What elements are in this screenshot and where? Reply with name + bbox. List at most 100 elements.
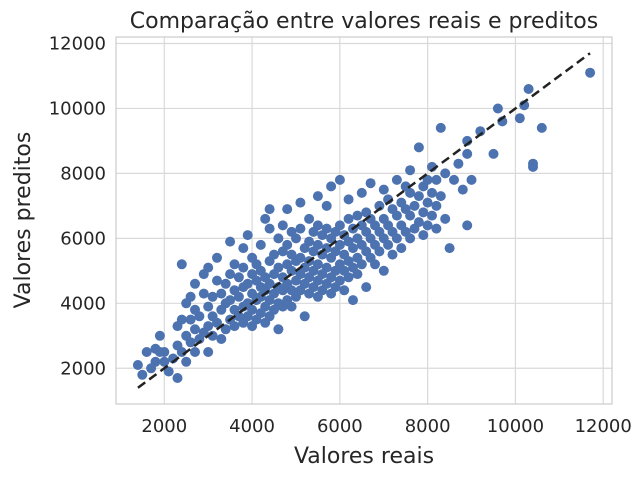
data-point [413, 191, 424, 202]
data-point [137, 369, 148, 380]
data-point [233, 272, 244, 283]
data-point [264, 204, 275, 215]
data-point [207, 291, 218, 302]
data-point [427, 210, 437, 221]
data-point [269, 249, 279, 260]
data-point [413, 217, 424, 228]
data-point [343, 194, 354, 205]
data-point [255, 239, 266, 250]
data-point [321, 200, 332, 211]
x-axis-label: Valores reais [294, 444, 434, 469]
data-point [514, 113, 525, 124]
data-point [453, 158, 464, 169]
y-tick-label: 4000 [60, 293, 106, 314]
data-point [370, 259, 380, 270]
data-point [150, 356, 161, 367]
data-point [488, 148, 499, 159]
y-axis-label: Valores preditos [11, 132, 36, 309]
data-point [391, 210, 402, 221]
data-point [378, 184, 389, 195]
data-point [132, 360, 143, 370]
x-tick-label: 6000 [317, 416, 363, 437]
data-point [413, 142, 424, 153]
y-tick-label: 6000 [60, 228, 106, 249]
data-point [304, 213, 315, 224]
data-point [466, 174, 477, 185]
data-point [277, 220, 288, 231]
data-point [321, 223, 332, 234]
data-point [321, 262, 332, 273]
data-point [159, 356, 170, 367]
data-point [585, 67, 596, 78]
data-point [172, 373, 183, 383]
data-point [220, 278, 231, 289]
data-point [422, 220, 433, 231]
data-point [190, 347, 200, 357]
data-point [409, 200, 420, 211]
data-point [198, 288, 209, 299]
data-point [312, 220, 323, 231]
data-point [348, 295, 358, 306]
data-point [378, 265, 389, 276]
data-point [536, 122, 547, 133]
data-point [295, 252, 306, 263]
data-point [374, 246, 385, 257]
data-point [264, 278, 275, 289]
data-point [352, 210, 363, 221]
data-point [203, 262, 214, 273]
plot-area-frame [115, 36, 613, 405]
data-point [299, 311, 310, 322]
data-point [141, 347, 152, 357]
data-point [334, 220, 345, 231]
x-tick-label: 2000 [141, 416, 187, 437]
data-point [418, 207, 429, 218]
data-point [396, 243, 407, 254]
data-point [348, 243, 358, 254]
data-point [405, 233, 416, 244]
data-point [154, 330, 165, 341]
data-point [203, 321, 214, 332]
data-point [185, 314, 196, 325]
data-point [365, 178, 376, 189]
data-point [238, 243, 249, 254]
data-point [225, 295, 236, 306]
x-tick-label: 4000 [229, 416, 275, 437]
data-point [273, 262, 284, 273]
data-point [212, 252, 222, 263]
data-point [422, 174, 433, 185]
data-point [304, 236, 315, 247]
data-point [343, 272, 354, 283]
data-point [391, 174, 402, 185]
data-point [356, 187, 367, 198]
data-points [132, 67, 596, 383]
data-point [457, 184, 468, 195]
data-point [291, 233, 301, 244]
data-point [435, 122, 446, 133]
data-point [212, 275, 222, 286]
data-point [225, 236, 236, 247]
data-point [431, 223, 442, 234]
y-tick-label: 2000 [60, 358, 106, 379]
data-point [418, 230, 429, 241]
data-point [326, 181, 337, 192]
data-point [405, 187, 416, 198]
data-point [405, 165, 416, 176]
data-point [176, 259, 187, 270]
reference-line [137, 52, 591, 389]
y-tick-label: 10000 [49, 98, 106, 119]
data-point [247, 304, 258, 315]
y-tick-labels: 2000 4000 6000 8000 10000 12000 [49, 33, 106, 379]
data-point [216, 334, 227, 344]
data-point [260, 213, 271, 224]
data-point [435, 191, 446, 202]
data-point [440, 213, 451, 224]
data-point [203, 347, 214, 357]
data-point [462, 220, 473, 231]
data-point [242, 278, 253, 289]
data-point [334, 239, 345, 250]
data-point [185, 337, 196, 348]
y-tick-label: 8000 [60, 163, 106, 184]
data-point [444, 243, 455, 254]
x-tick-label: 12000 [575, 416, 632, 437]
data-point [352, 269, 363, 280]
